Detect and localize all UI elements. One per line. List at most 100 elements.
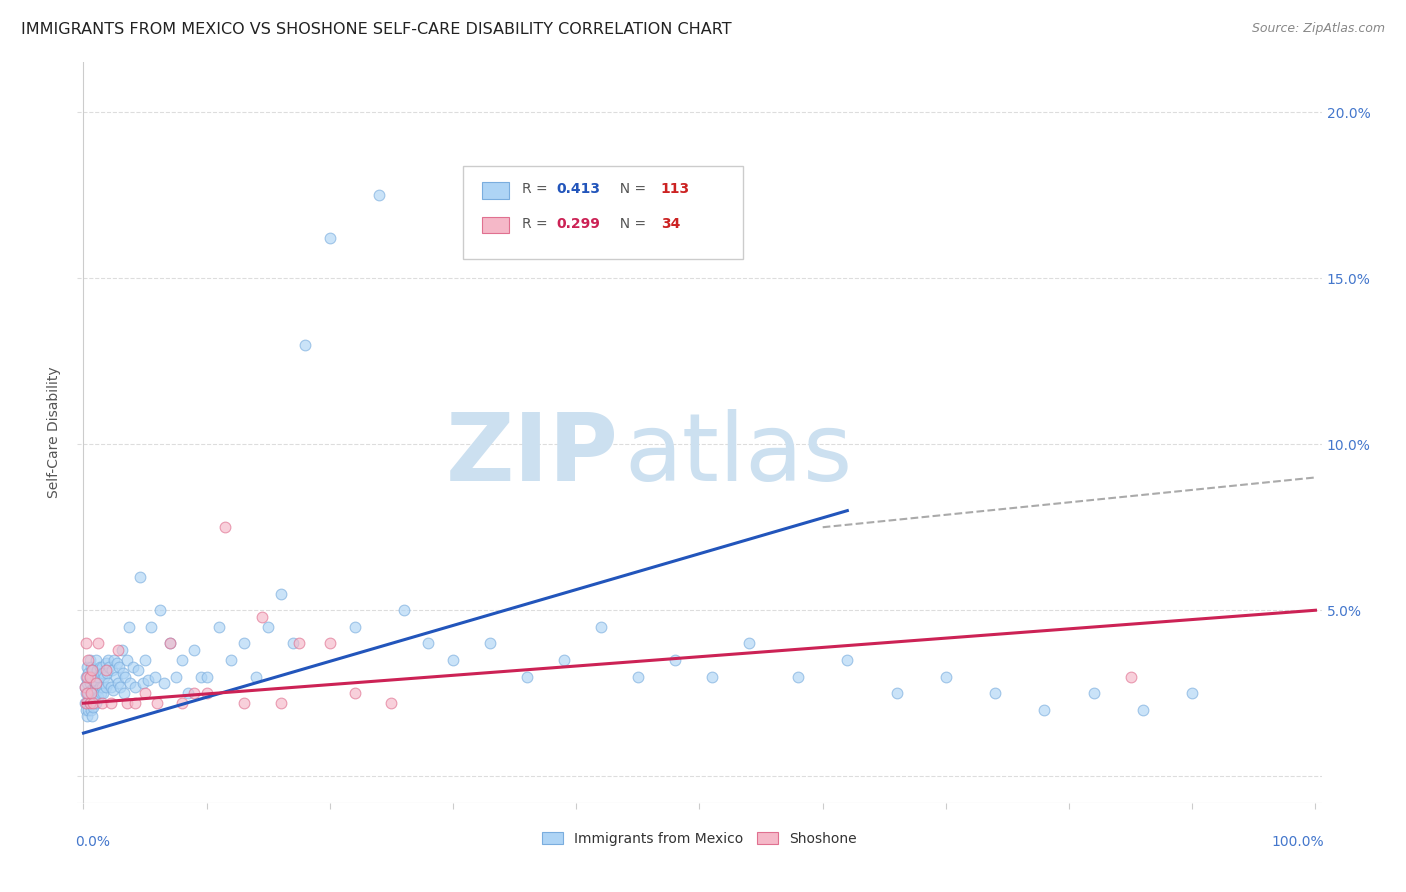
Point <box>170 696 193 710</box>
Point <box>183 686 205 700</box>
Point <box>121 659 143 673</box>
Point <box>76 686 98 700</box>
Text: N =: N = <box>612 182 651 196</box>
Point <box>94 663 117 677</box>
Point <box>91 659 114 673</box>
Y-axis label: Self-Care Disability: Self-Care Disability <box>48 367 62 499</box>
Point <box>82 686 104 700</box>
Point <box>134 686 156 700</box>
Point <box>107 643 129 657</box>
Point <box>245 670 267 684</box>
Point <box>83 670 105 684</box>
Point <box>143 670 166 684</box>
Point <box>77 686 100 700</box>
Point <box>270 587 292 601</box>
Point <box>80 682 103 697</box>
Text: ZIP: ZIP <box>446 409 619 500</box>
Point <box>127 663 149 677</box>
Point <box>91 696 114 710</box>
Point <box>152 676 174 690</box>
Point <box>111 643 134 657</box>
Point <box>101 663 124 677</box>
Point <box>96 666 118 681</box>
Point <box>159 636 181 650</box>
Point <box>627 670 650 684</box>
Point <box>319 636 342 650</box>
Point <box>94 680 117 694</box>
Point <box>100 680 122 694</box>
Point <box>1119 670 1142 684</box>
Point <box>93 670 115 684</box>
Text: R =: R = <box>522 217 551 231</box>
Point <box>250 610 273 624</box>
Point <box>79 653 101 667</box>
Point <box>886 686 908 700</box>
Point <box>97 653 120 667</box>
Point <box>343 686 366 700</box>
Point <box>75 686 97 700</box>
Point <box>319 231 342 245</box>
Point <box>110 680 132 694</box>
Point <box>124 696 146 710</box>
Point <box>73 696 96 710</box>
Point <box>87 690 110 704</box>
Text: atlas: atlas <box>624 409 853 500</box>
Text: 100.0%: 100.0% <box>1271 835 1324 848</box>
Point <box>190 670 212 684</box>
Point <box>232 636 254 650</box>
Point <box>77 653 100 667</box>
Point <box>76 696 98 710</box>
Point <box>120 676 142 690</box>
Point <box>288 636 311 650</box>
FancyBboxPatch shape <box>463 166 742 259</box>
Point <box>90 686 112 700</box>
Point <box>104 670 127 684</box>
Point <box>76 676 98 690</box>
Point <box>738 636 761 650</box>
Point <box>82 663 104 677</box>
Text: 0.413: 0.413 <box>557 182 600 196</box>
Point <box>101 682 124 697</box>
Point <box>94 657 117 671</box>
Point <box>418 636 440 650</box>
Point <box>134 653 156 667</box>
Point <box>87 670 110 684</box>
Point <box>257 620 280 634</box>
Point <box>80 659 103 673</box>
Point <box>136 673 159 687</box>
Point <box>112 686 135 700</box>
Point <box>79 676 101 690</box>
Point <box>107 676 129 690</box>
Text: 0.299: 0.299 <box>557 217 600 231</box>
Point <box>76 670 98 684</box>
Point <box>76 709 98 723</box>
Point <box>111 666 134 681</box>
Point <box>82 709 104 723</box>
Point <box>343 620 366 634</box>
Point <box>787 670 810 684</box>
Point <box>97 676 120 690</box>
Point <box>75 670 97 684</box>
Point <box>1181 686 1204 700</box>
Point <box>129 570 152 584</box>
FancyBboxPatch shape <box>482 182 509 199</box>
Point <box>82 699 104 714</box>
Point <box>146 696 169 710</box>
Point <box>118 620 141 634</box>
Point <box>84 653 107 667</box>
Point <box>84 676 107 690</box>
Text: IMMIGRANTS FROM MEXICO VS SHOSHONE SELF-CARE DISABILITY CORRELATION CHART: IMMIGRANTS FROM MEXICO VS SHOSHONE SELF-… <box>21 22 731 37</box>
Point <box>77 666 100 681</box>
Point <box>87 636 110 650</box>
Point <box>108 659 131 673</box>
Point <box>195 686 218 700</box>
FancyBboxPatch shape <box>482 217 509 234</box>
Point <box>935 670 957 684</box>
Point <box>86 682 108 697</box>
Point <box>82 682 104 697</box>
Point <box>73 680 96 694</box>
Point <box>73 680 96 694</box>
Point <box>82 696 104 710</box>
Point <box>91 666 114 681</box>
Point <box>589 620 612 634</box>
